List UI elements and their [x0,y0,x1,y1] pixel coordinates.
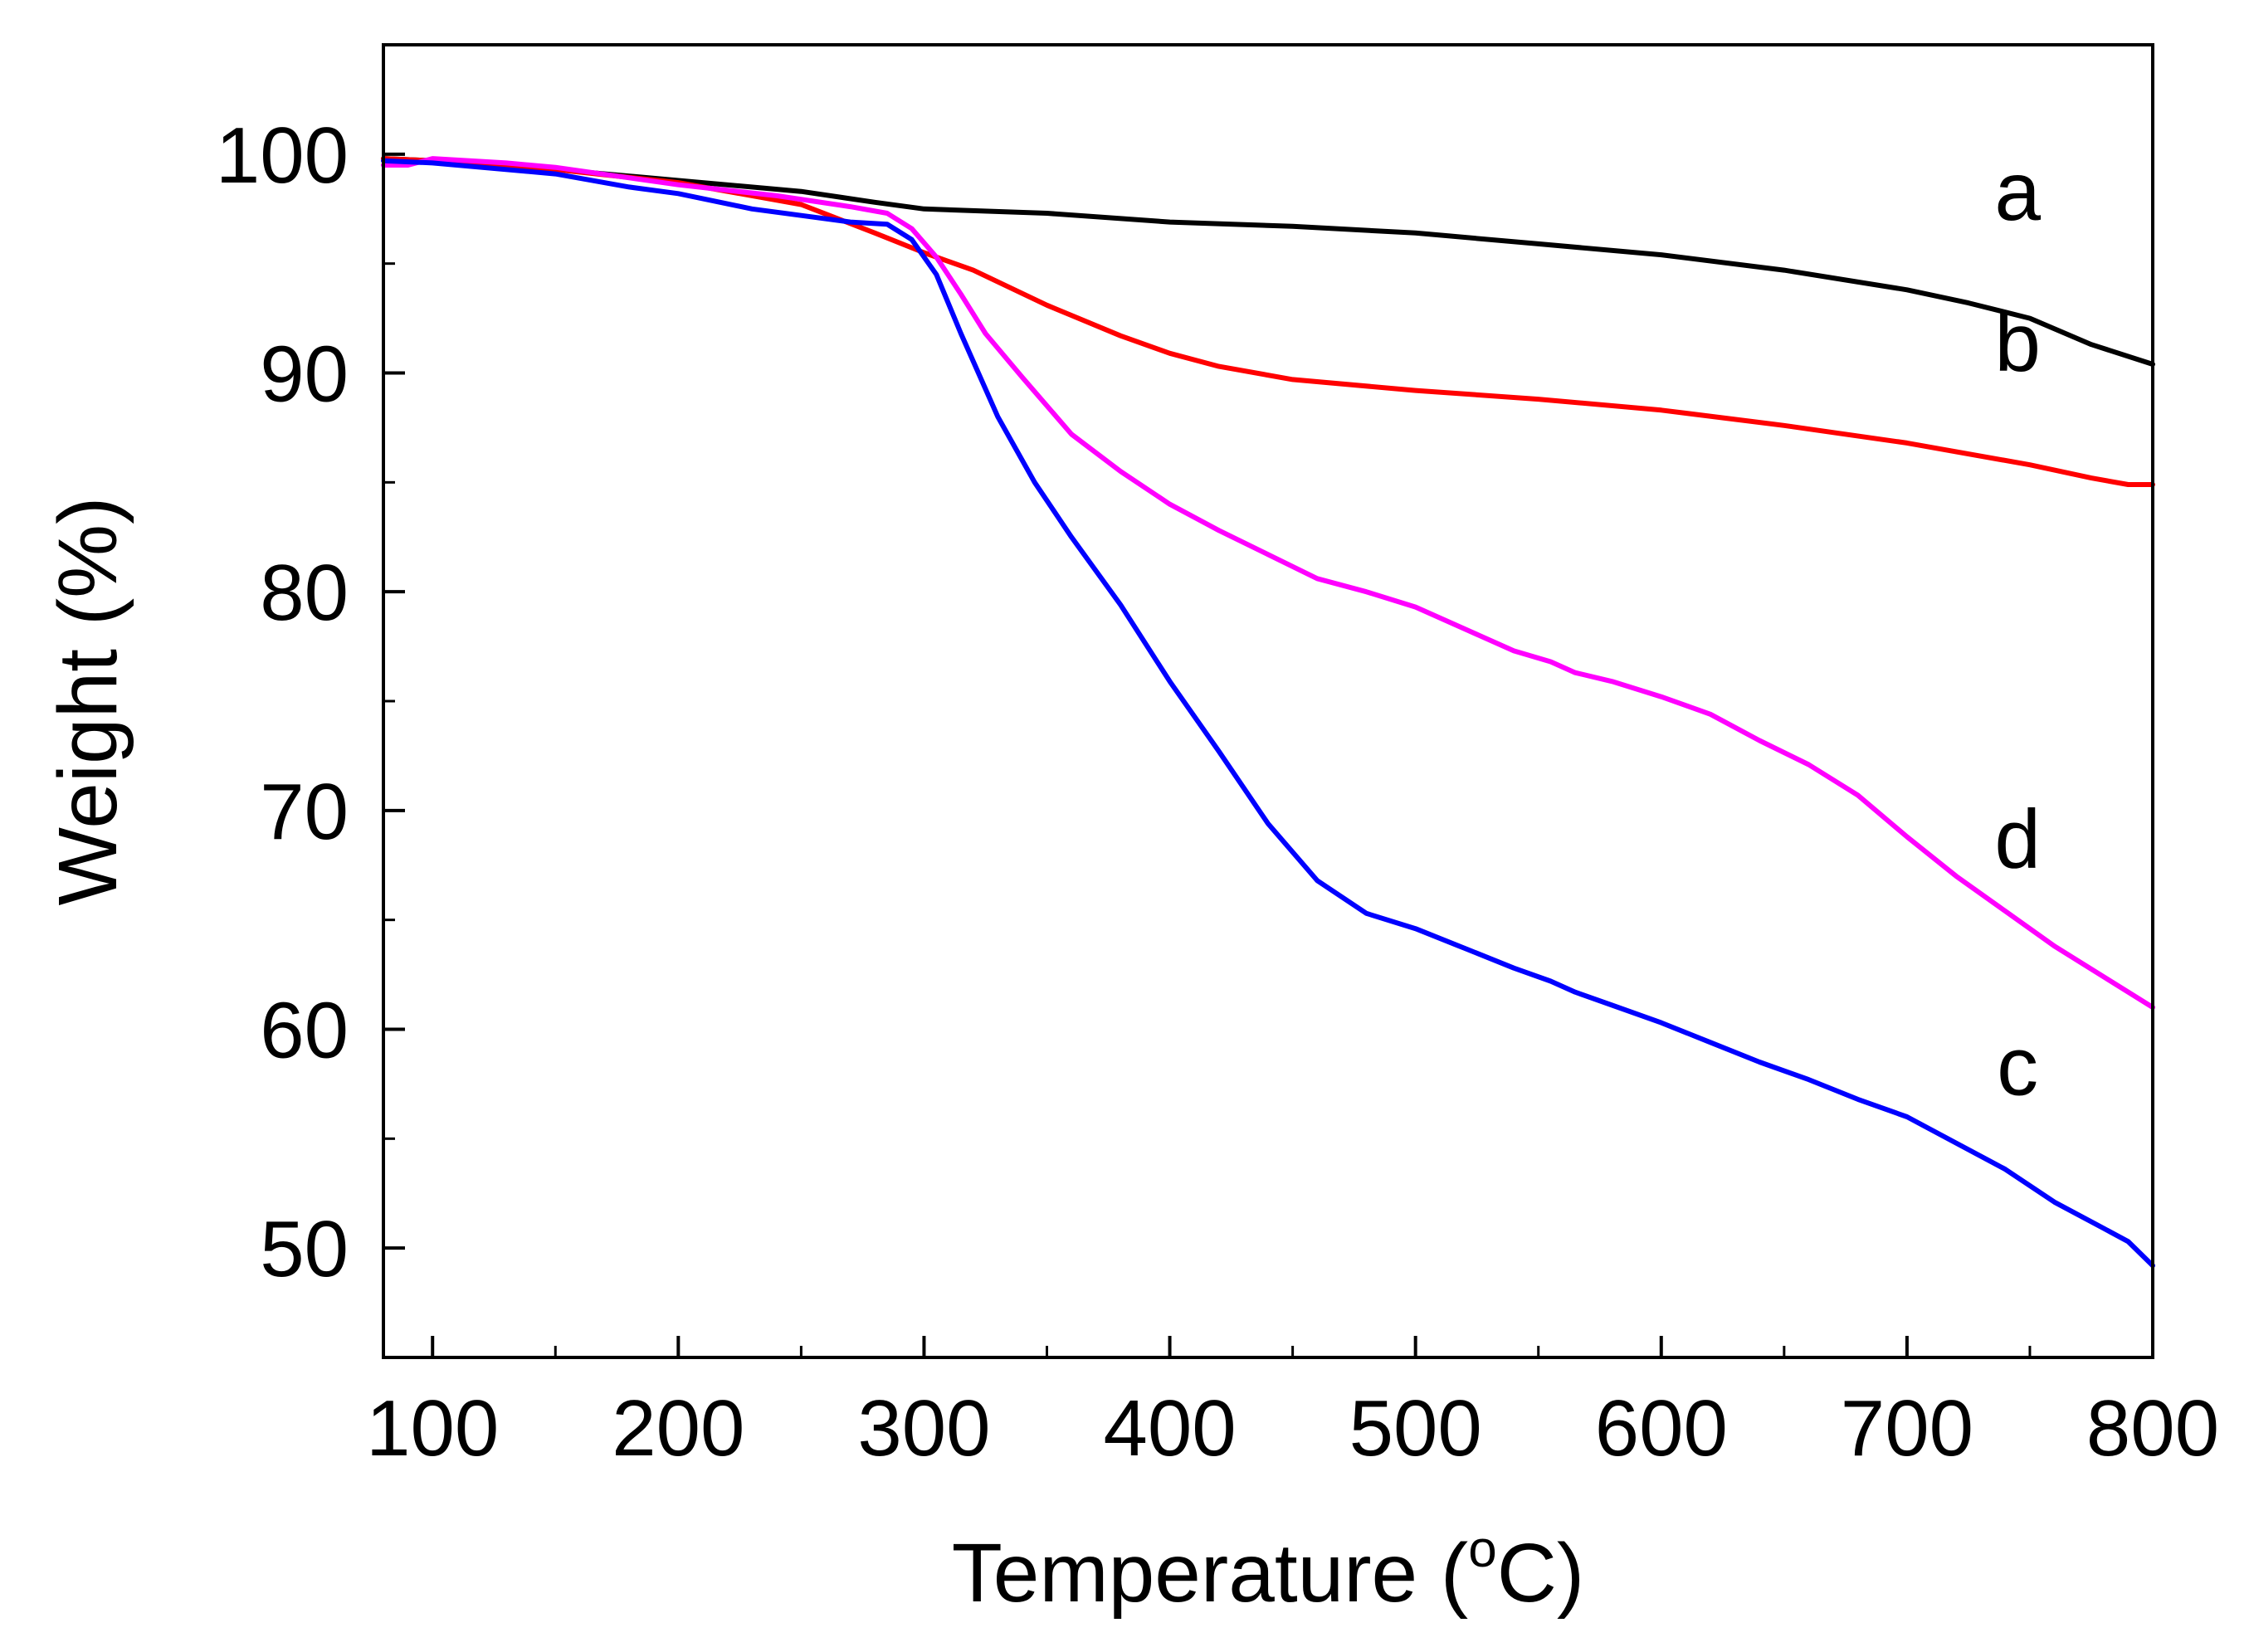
x-tick-label: 500 [1349,1384,1482,1473]
degree-sign: o [1468,1521,1496,1578]
x-tick-label: 600 [1595,1384,1728,1473]
y-tick-label: 80 [260,548,349,637]
y-tick-label: 70 [260,768,349,856]
x-axis-title-text: Temperature ( [952,1527,1468,1620]
series-label-b: b [1994,296,2041,389]
y-tick-label: 100 [216,111,349,200]
y-tick-label: 60 [260,987,349,1075]
x-tick-label: 200 [612,1384,744,1473]
y-axis-title: Weight (%) [41,497,134,906]
y-tick-label: 50 [260,1205,349,1294]
series-label-c: c [1997,1021,2038,1114]
x-tick-label: 700 [1841,1384,1973,1473]
series-label-a: a [1994,145,2041,238]
x-tick-label: 100 [366,1384,499,1473]
series-line-c [381,158,2155,1269]
x-tick-label: 300 [857,1384,990,1473]
x-axis-title-unit: C) [1497,1527,1585,1620]
series-label-d: d [1994,792,2041,885]
y-tick-label: 90 [260,330,349,419]
tick-layer: 100 200 300 400 500 600 700 800 50 60 70 80 90 100 [216,111,2219,1473]
x-tick-label: 800 [2086,1384,2219,1473]
series-line-d [381,156,2155,1011]
x-axis-title: Temperature (oC) [952,1521,1584,1620]
series-layer [381,156,2155,1269]
label-layer: ab d c [1994,145,2041,1114]
x-tick-label: 400 [1103,1384,1236,1473]
